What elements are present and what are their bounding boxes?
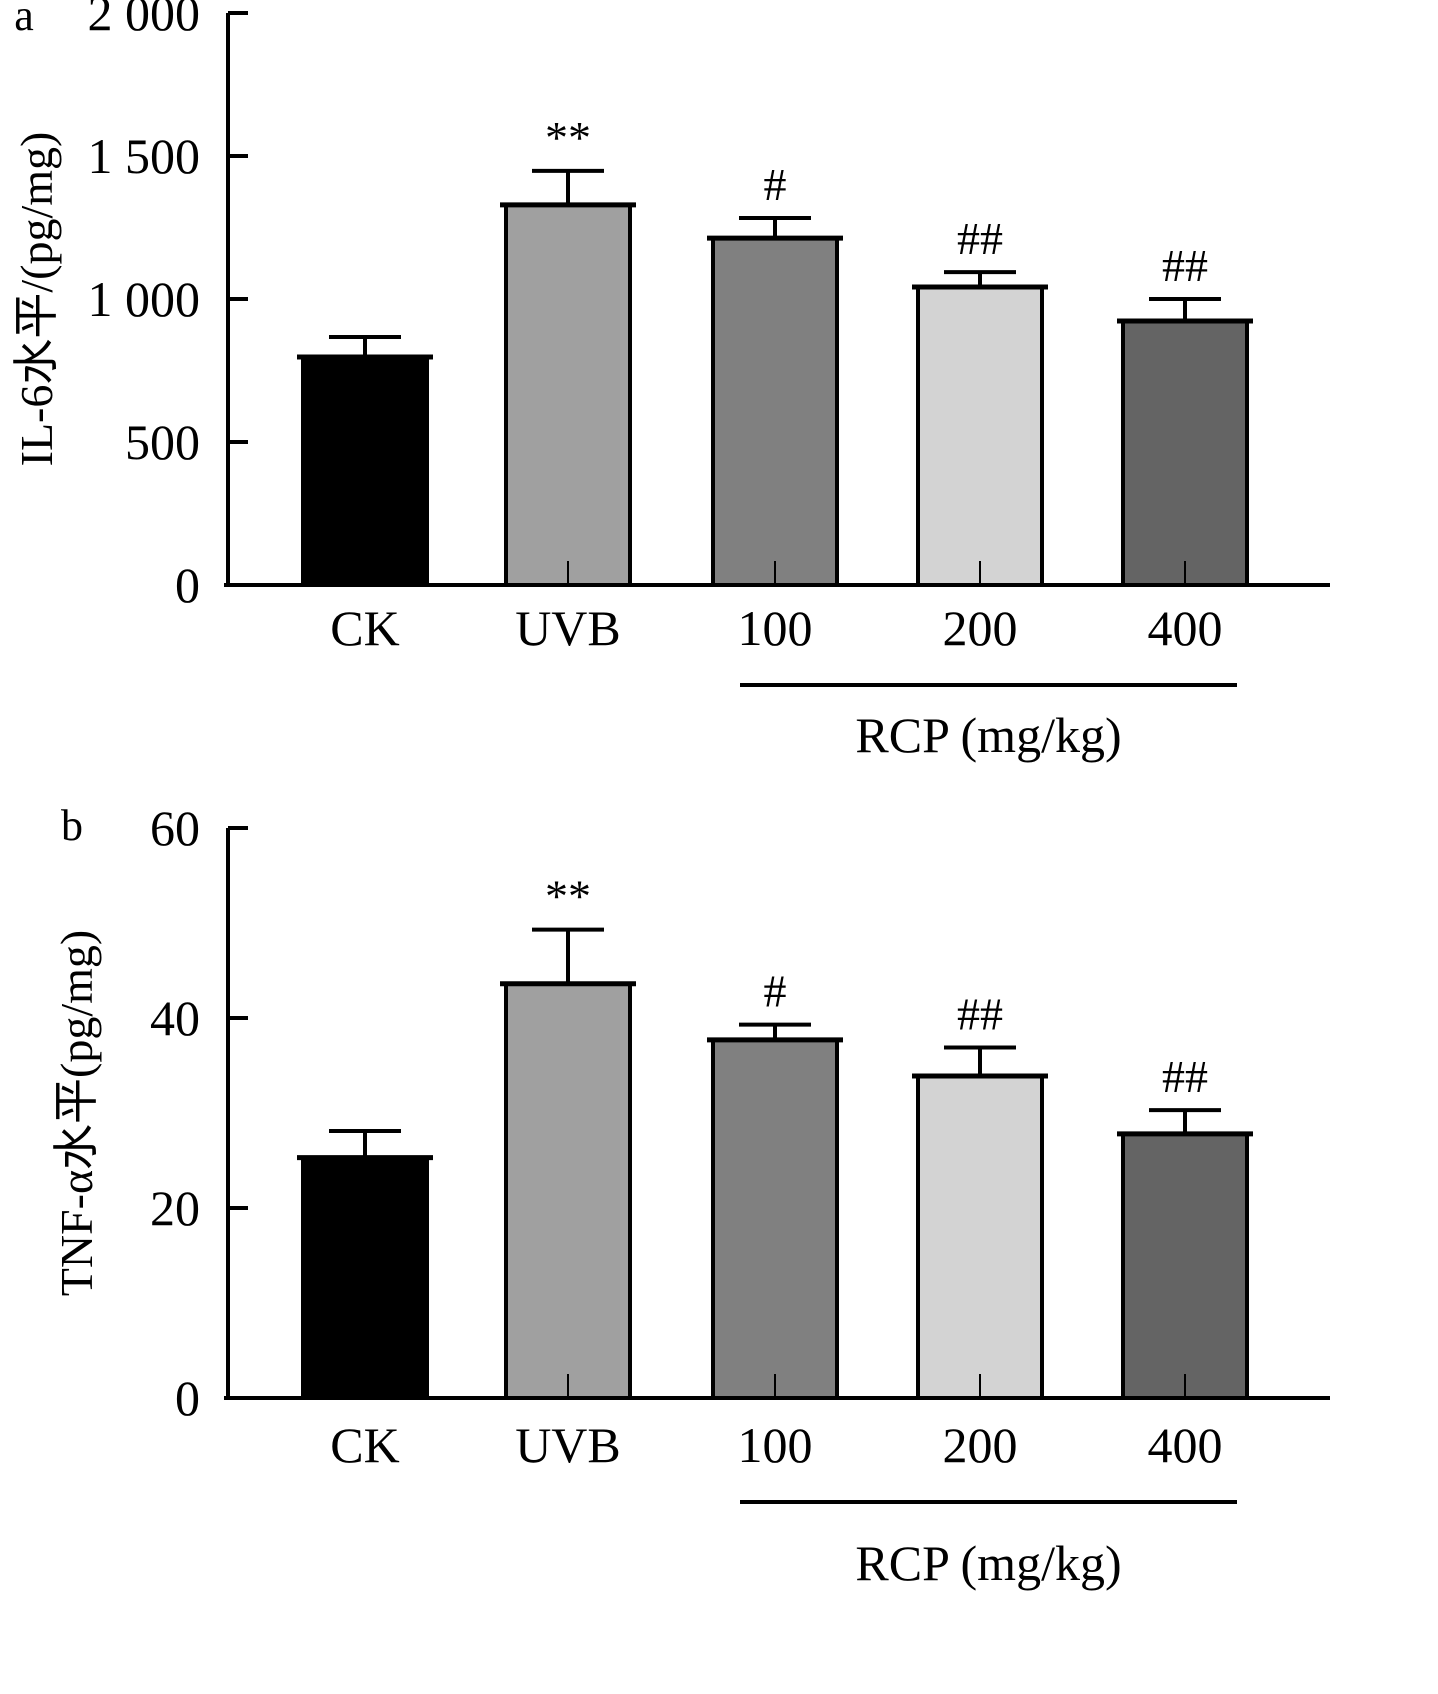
- bar-400: [1121, 319, 1249, 587]
- significance-marker: ##: [1162, 1051, 1208, 1102]
- x-tick-label: 200: [943, 600, 1018, 656]
- y-tick-label: 60: [150, 800, 200, 856]
- panel-letter: a: [14, 0, 34, 40]
- significance-marker: **: [545, 112, 591, 163]
- significance-marker: ##: [957, 213, 1003, 264]
- y-tick-label: 500: [125, 414, 200, 470]
- y-tick-label: 20: [150, 1180, 200, 1236]
- y-axis-label: TNF-α水平(pg/mg): [51, 930, 102, 1297]
- group-bracket-label: RCP (mg/kg): [855, 707, 1121, 763]
- panel-letter: b: [61, 801, 83, 850]
- bar-100: [711, 1037, 839, 1400]
- x-tick-label: CK: [330, 600, 399, 656]
- significance-marker: ##: [1162, 240, 1208, 291]
- x-tick-label: 200: [943, 1417, 1018, 1473]
- y-tick-label: 40: [150, 990, 200, 1046]
- bar-400: [1121, 1131, 1249, 1401]
- y-tick-label: 1 500: [88, 128, 201, 184]
- x-tick-label: 100: [738, 1417, 813, 1473]
- y-tick-label: 0: [175, 1370, 200, 1426]
- bar-CK: [301, 355, 429, 588]
- significance-marker: #: [764, 966, 787, 1017]
- panel-a: a 0 500 1 000 1 500 2 000 IL-6水平/(pg/mg) CK ** UV…: [11, 0, 1330, 763]
- bar-200: [916, 284, 1044, 587]
- panel-b: b 0 20 40 60 TNF-α水平(pg/mg) CK ** UVB #100 ## 200 ##…: [51, 800, 1330, 1591]
- x-tick-label: CK: [330, 1417, 399, 1473]
- x-tick-label: 400: [1148, 1417, 1223, 1473]
- bar-200: [916, 1073, 1044, 1400]
- significance-marker: **: [545, 871, 591, 922]
- bar-100: [711, 236, 839, 587]
- y-tick-label: 0: [175, 557, 200, 613]
- x-tick-label: UVB: [515, 1417, 621, 1473]
- significance-marker: ##: [957, 988, 1003, 1039]
- significance-marker: #: [764, 159, 787, 210]
- bar-UVB: [504, 202, 632, 587]
- bar-CK: [301, 1155, 429, 1401]
- group-bracket-label: RCP (mg/kg): [855, 1535, 1121, 1591]
- y-tick-label: 2 000: [88, 0, 201, 41]
- y-tick-label: 1 000: [88, 271, 201, 327]
- x-tick-label: 100: [738, 600, 813, 656]
- y-axis-label: IL-6水平/(pg/mg): [11, 132, 62, 467]
- x-tick-label: UVB: [515, 600, 621, 656]
- bar-UVB: [504, 981, 632, 1400]
- x-tick-label: 400: [1148, 600, 1223, 656]
